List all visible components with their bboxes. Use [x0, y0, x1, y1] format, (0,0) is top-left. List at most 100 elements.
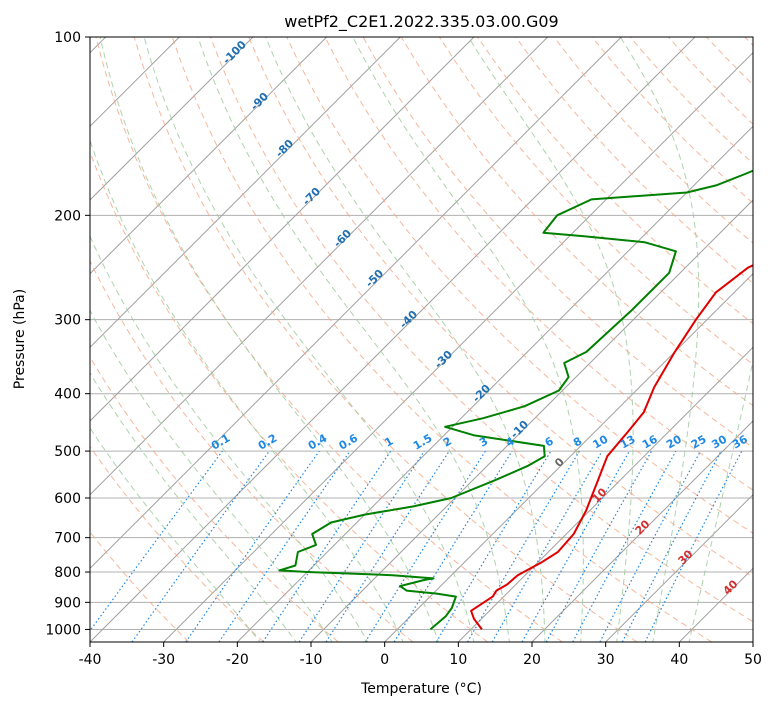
y-tick-label: 400: [54, 387, 81, 403]
dry-adiabat-line: [90, 150, 488, 642]
y-tick-label: 800: [54, 565, 81, 581]
plot-frame: [89, 36, 754, 643]
x-tick-label: -10: [300, 652, 323, 668]
isotherm-line: [752, 641, 753, 642]
theta-label: -40: [397, 308, 420, 331]
axes-ticks: -40 -30 -20 -10 0 10 20 30 40 5010020030040050060…: [45, 30, 762, 668]
moist-adiabat-line: [143, 37, 475, 642]
isotherm-line: [90, 37, 328, 275]
mixing-ratio-label: 25: [689, 433, 709, 452]
x-tick-label: 0: [380, 652, 389, 668]
wet-bulb-label: 20: [633, 517, 653, 537]
theta-label: -70: [300, 185, 323, 208]
mixing-ratio-line: [131, 450, 270, 642]
dry-adiabat-line: [210, 37, 753, 623]
isotherm-line: [90, 37, 622, 570]
mixing-ratio-line: [393, 450, 513, 642]
moist-adiabat-line: [90, 371, 297, 642]
isotherm-line: [90, 37, 549, 496]
mixing-ratio-line: [262, 450, 392, 642]
theta-label: -80: [273, 137, 296, 160]
mixing-ratio-label: 1: [382, 435, 395, 450]
moist-adiabat-line: [688, 358, 753, 642]
theta-label: -90: [248, 90, 271, 113]
y-tick-label: 1000: [45, 622, 81, 638]
x-tick-label: -30: [152, 652, 175, 668]
moist-adiabat-line: [99, 37, 440, 642]
wet-bulb-label: 40: [721, 577, 741, 597]
y-tick-label: 900: [54, 595, 81, 611]
dry-adiabat-line: [324, 37, 753, 491]
mixing-ratio-label: 1.5: [411, 432, 434, 453]
theta-label: -20: [470, 382, 493, 405]
moist-adiabat-line: [197, 37, 510, 642]
mixing-ratio-line: [364, 450, 486, 642]
y-tick-label: 600: [54, 491, 81, 507]
dry-adiabat-line: [90, 445, 264, 642]
isotherm-line: [90, 37, 475, 422]
isotherm-line: [678, 567, 753, 642]
mixing-ratio-label: 0.4: [306, 431, 330, 452]
mixing-ratio-label: 8: [571, 435, 584, 450]
mixing-ratio-label: 30: [709, 432, 729, 451]
x-tick-label: 10: [449, 652, 467, 668]
mixing-ratio-label: 16: [640, 432, 660, 451]
mixing-ratio-line: [218, 450, 351, 642]
x-tick-label: 20: [523, 652, 541, 668]
dry-adiabat-line: [744, 37, 753, 47]
moist-adiabat-line: [90, 235, 369, 642]
mixing-ratio-line: [599, 450, 702, 642]
dry-adiabat-line: [706, 37, 753, 86]
x-tick-label: -20: [226, 652, 249, 668]
y-tick-label: 700: [54, 531, 81, 547]
isotherm-line: [90, 37, 696, 642]
moist-adiabat-line: [467, 37, 634, 642]
isotherm-line: [163, 51, 753, 642]
x-tick-label: 30: [597, 652, 615, 668]
dry-adiabat-line: [171, 37, 712, 642]
x-tick-label: 40: [670, 652, 688, 668]
moist-adiabat-line: [619, 37, 700, 642]
theta-label: -30: [432, 348, 455, 371]
isotherm-line: [605, 493, 753, 642]
dewpoint-line: [278, 169, 753, 631]
mixing-ratio-label: 10: [590, 432, 610, 451]
theta-label: -60: [331, 227, 354, 250]
isotherm-line: [90, 37, 401, 349]
isotherm-line: [384, 272, 753, 642]
wet-bulb-label: 30: [676, 547, 696, 567]
mixing-ratio-line: [644, 450, 743, 642]
moist-adiabat-line: [90, 138, 404, 642]
dry-adiabat-line: [95, 37, 563, 642]
isotherm-line: [236, 125, 753, 642]
dry-adiabat-line: [515, 37, 753, 284]
y-tick-label: 100: [54, 30, 81, 46]
moist-adiabat-line: [90, 427, 261, 642]
dry-adiabat-line: [90, 356, 339, 642]
y-tick-label: 500: [54, 444, 81, 460]
mixing-ratio-line: [521, 450, 631, 642]
moist-adiabat-line: [352, 37, 584, 642]
mixing-ratio-label: 20: [664, 432, 684, 451]
y-tick-label: 200: [54, 208, 81, 224]
isotherm-line: [531, 420, 753, 642]
mixing-ratio-line: [325, 450, 450, 642]
y-tick-label: 300: [54, 313, 81, 329]
mixing-ratio-line: [545, 450, 653, 642]
x-tick-label: -40: [79, 652, 102, 668]
temperature-line: [470, 264, 753, 631]
dry-adiabat-line: [248, 37, 753, 578]
y-axis-label: Pressure (hPa): [12, 289, 28, 389]
dry-adiabat-line: [553, 37, 753, 244]
mixing-ratio-line: [298, 450, 425, 642]
mixing-ratio-line: [185, 450, 320, 642]
x-tick-label: 50: [744, 652, 762, 668]
x-axis-label: Temperature (°C): [360, 681, 482, 697]
chart-title: wetPf2_C2E1.2022.335.03.00.G09: [284, 12, 558, 32]
mixing-ratio-label: 13: [618, 433, 638, 452]
wet-bulb-label: 10: [590, 485, 610, 505]
theta-label: -100: [220, 38, 249, 67]
dry-adiabat-line: [286, 37, 753, 534]
dry-adiabat-line: [133, 37, 638, 642]
